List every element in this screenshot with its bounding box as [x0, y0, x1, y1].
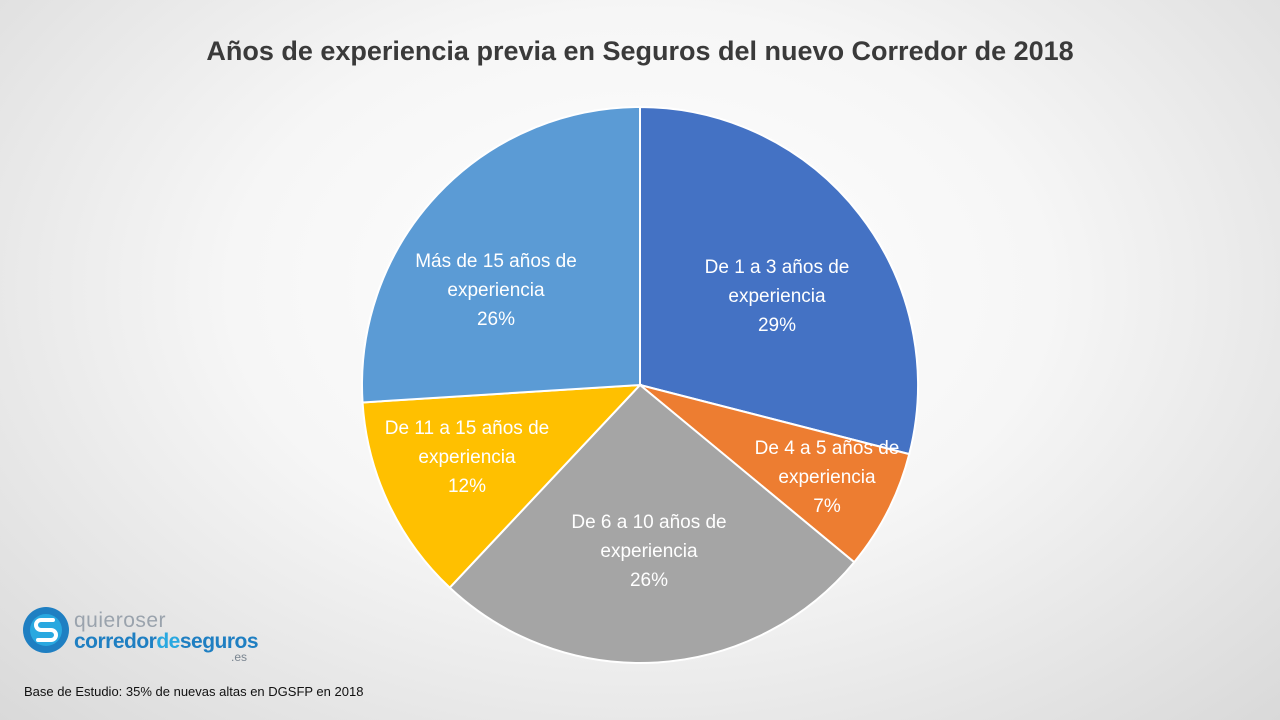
- slice-label-line: De 11 a 15 años de: [385, 418, 549, 439]
- slice-label-line: experiencia: [600, 541, 698, 562]
- chart-title: Años de experiencia previa en Seguros de…: [206, 36, 1074, 66]
- logo-text-de: de: [156, 630, 180, 653]
- logo-text-corredordeseguros: corredordeseguros: [74, 630, 259, 654]
- pie-slices: [361, 105, 920, 664]
- pie-slice-2: [639, 384, 911, 564]
- slice-label-line: experiencia: [778, 467, 876, 488]
- slice-label-line: De 6 a 10 años de: [571, 512, 726, 533]
- pie-slice-3: [448, 383, 856, 664]
- slice-percent-3: 26%: [630, 570, 668, 591]
- slice-label-line: experiencia: [418, 447, 516, 468]
- logo-text-seguros: seguros: [179, 630, 259, 653]
- slice-label-4: De 11 a 15 años de experiencia 12%: [385, 418, 549, 497]
- slice-percent-4: 12%: [448, 476, 486, 497]
- slice-percent-5: 26%: [477, 309, 515, 330]
- slice-label-3: De 6 a 10 años de experiencia 26%: [571, 512, 726, 591]
- logo-text-corredor: corredor: [74, 630, 157, 653]
- logo-mark-icon: [23, 607, 69, 653]
- slice-percent-1: 29%: [758, 315, 796, 336]
- slice-label-line: De 4 a 5 años de: [755, 438, 900, 459]
- footnote: Base de Estudio: 35% de nuevas altas en …: [24, 684, 364, 699]
- pie-slice-5: [361, 105, 641, 404]
- slice-percent-2: 7%: [813, 496, 841, 517]
- slice-label-5: Más de 15 años de experiencia 26%: [415, 251, 577, 330]
- logo-text-quieroser: quieroser: [74, 609, 167, 632]
- slice-label-line: De 1 a 3 años de: [705, 257, 850, 278]
- brand-logo: quieroser corredordeseguros .es: [22, 606, 262, 666]
- slice-label-line: experiencia: [728, 286, 826, 307]
- slice-label-line: Más de 15 años de: [415, 251, 577, 272]
- pie-slice-4: [361, 383, 643, 590]
- pie-labels: De 1 a 3 años de experiencia 29% De 4 a 5 a…: [385, 251, 900, 591]
- pie-slice-1: [639, 105, 920, 456]
- slice-label-line: experiencia: [447, 280, 545, 301]
- logo-text-es: .es: [231, 650, 248, 664]
- slice-label-1: De 1 a 3 años de experiencia 29%: [705, 257, 850, 336]
- slice-label-2: De 4 a 5 años de experiencia 7%: [755, 438, 900, 517]
